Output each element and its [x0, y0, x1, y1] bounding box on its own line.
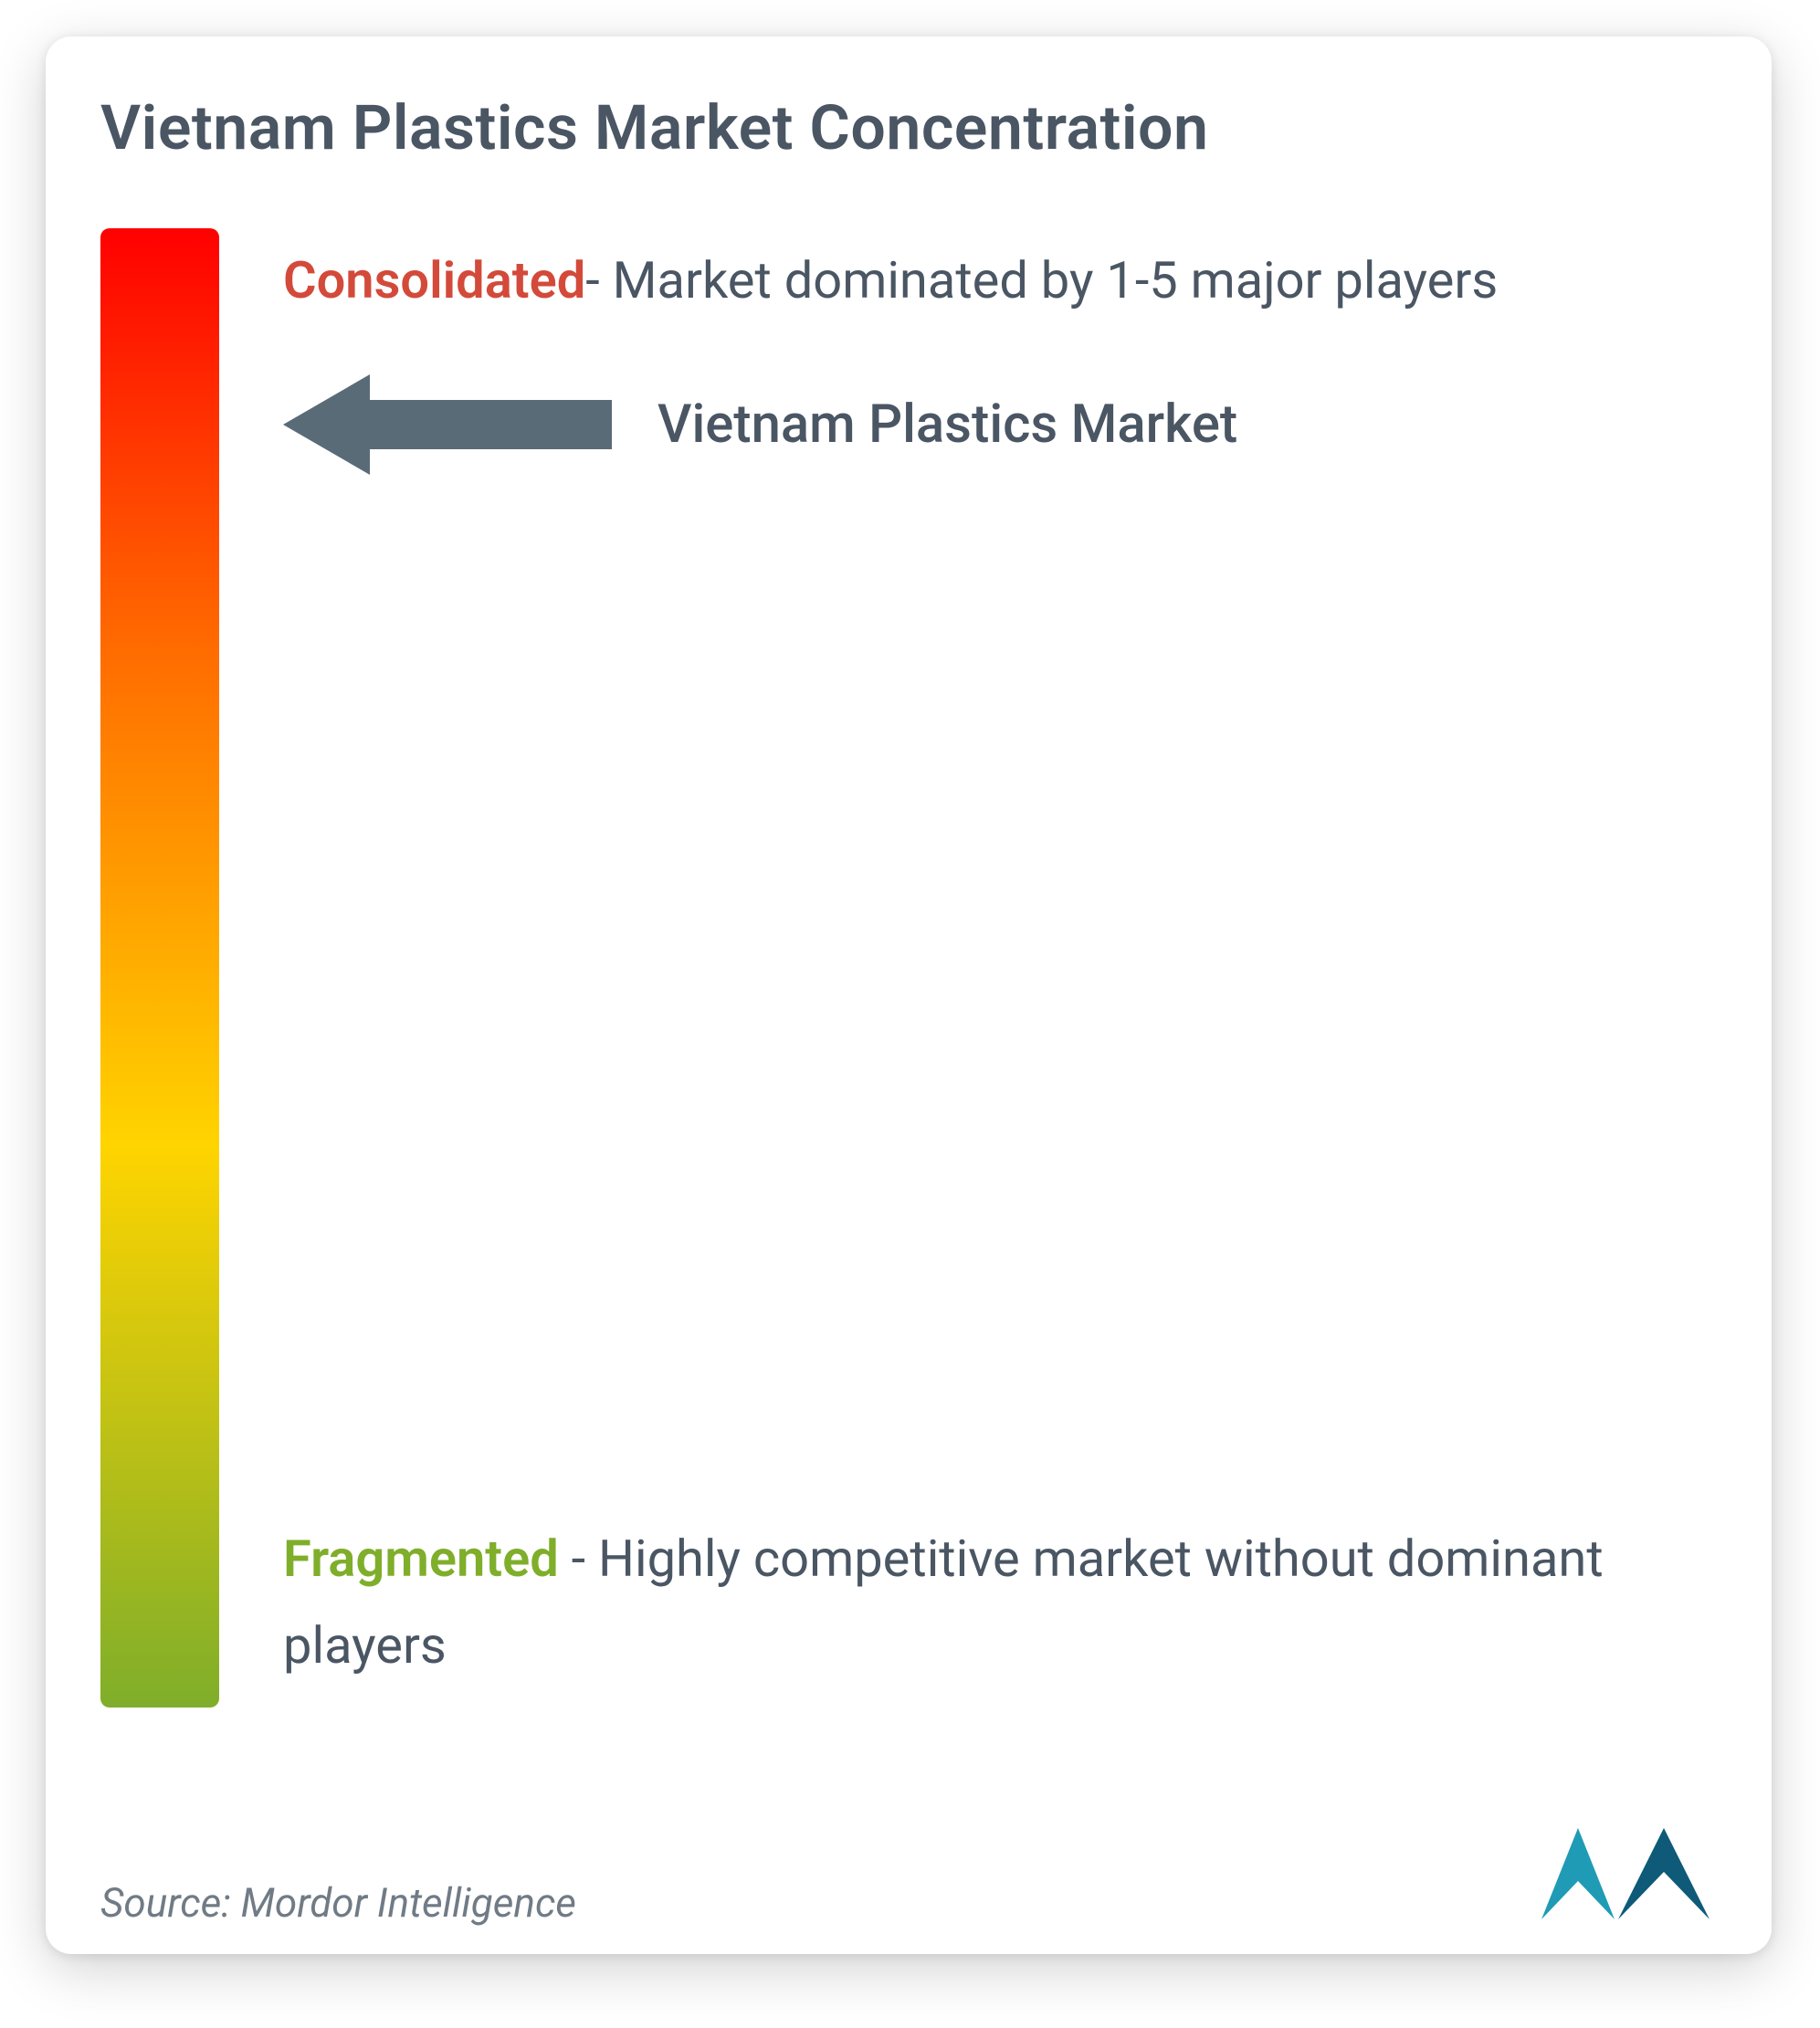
brand-logo	[1534, 1817, 1717, 1927]
chart-title: Vietnam Plastics Market Concentration	[100, 91, 1717, 164]
footer-row: Source: Mordor Intelligence	[100, 1817, 1717, 1927]
source-attribution: Source: Mordor Intelligence	[100, 1879, 576, 1927]
market-pointer-label: Vietnam Plastics Market	[658, 394, 1237, 456]
consolidated-block: Consolidated- Market dominated by 1-5 ma…	[283, 237, 1717, 475]
left-arrow-icon	[283, 374, 612, 475]
consolidated-term: Consolidated	[283, 250, 585, 310]
fragmented-term: Fragmented	[283, 1529, 559, 1589]
infographic-card: Vietnam Plastics Market Concentration Co…	[46, 37, 1772, 1954]
fragmented-block: Fragmented - Highly competitive market w…	[283, 1516, 1717, 1689]
fragmented-description: Fragmented - Highly competitive market w…	[283, 1516, 1717, 1689]
consolidated-rest: - Market dominated by 1-5 major players	[585, 250, 1498, 310]
consolidated-description: Consolidated- Market dominated by 1-5 ma…	[283, 237, 1717, 324]
concentration-gradient-bar	[100, 228, 219, 1708]
content-column: Consolidated- Market dominated by 1-5 ma…	[283, 228, 1717, 1708]
logo-icon	[1534, 1817, 1717, 1927]
market-pointer-row: Vietnam Plastics Market	[283, 374, 1717, 475]
main-row: Consolidated- Market dominated by 1-5 ma…	[100, 228, 1717, 1708]
